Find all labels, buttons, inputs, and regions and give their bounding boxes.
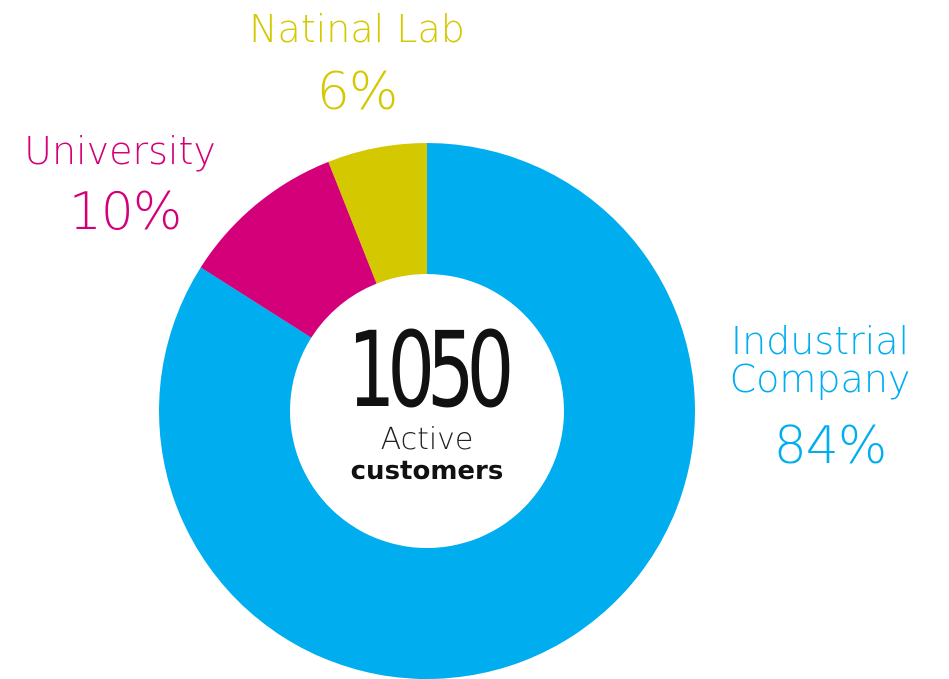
slice-label: Natinal Lab xyxy=(249,7,465,51)
slice xyxy=(200,161,377,338)
slice-value-label: 6% xyxy=(316,62,399,122)
center-value: 1050 xyxy=(347,309,514,431)
slice-value-label: 10% xyxy=(68,182,183,242)
slice xyxy=(158,143,695,679)
slice-label: Industrial Company xyxy=(729,319,911,401)
slice xyxy=(328,143,427,284)
center-label: Active xyxy=(380,422,474,457)
slice-value-label: 84% xyxy=(773,416,888,476)
center-sublabel: customers xyxy=(350,456,504,486)
slice-label: University xyxy=(24,129,216,173)
